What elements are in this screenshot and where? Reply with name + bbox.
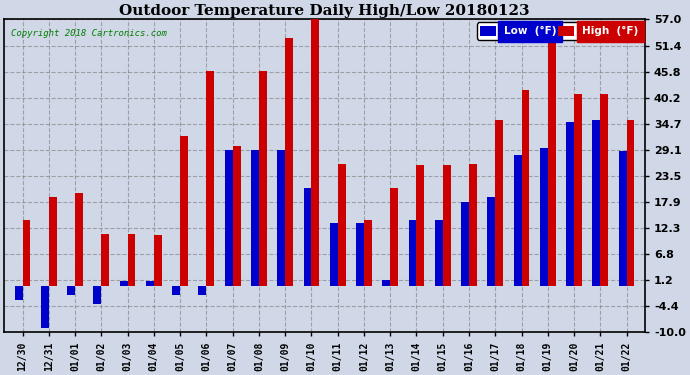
Bar	[259, 71, 267, 286]
Bar	[566, 122, 574, 286]
Bar	[627, 120, 634, 286]
Title: Outdoor Temperature Daily High/Low 20180123: Outdoor Temperature Daily High/Low 20180…	[119, 4, 530, 18]
Bar	[522, 90, 529, 286]
Bar	[548, 36, 555, 286]
Bar	[67, 286, 75, 295]
Bar	[417, 165, 424, 286]
Bar	[337, 164, 346, 286]
Bar	[391, 188, 398, 286]
Bar	[330, 223, 337, 286]
Bar	[277, 150, 285, 286]
Bar	[285, 38, 293, 286]
Bar	[461, 202, 469, 286]
Bar	[41, 286, 49, 328]
Bar	[23, 220, 30, 286]
Bar	[75, 193, 83, 286]
Bar	[311, 20, 319, 286]
Bar	[233, 146, 241, 286]
Legend: Low  (°F), High  (°F): Low (°F), High (°F)	[477, 22, 642, 39]
Bar	[128, 234, 135, 286]
Bar	[364, 220, 372, 286]
Bar	[304, 188, 311, 286]
Bar	[180, 136, 188, 286]
Bar	[146, 282, 154, 286]
Bar	[93, 286, 101, 304]
Bar	[495, 120, 503, 286]
Bar	[172, 286, 180, 295]
Bar	[540, 148, 548, 286]
Bar	[119, 282, 128, 286]
Text: Copyright 2018 Cartronics.com: Copyright 2018 Cartronics.com	[10, 29, 166, 38]
Bar	[574, 94, 582, 286]
Bar	[49, 197, 57, 286]
Bar	[356, 223, 364, 286]
Bar	[593, 120, 600, 286]
Bar	[600, 94, 608, 286]
Bar	[101, 234, 109, 286]
Bar	[251, 150, 259, 286]
Bar	[487, 197, 495, 286]
Bar	[435, 220, 443, 286]
Bar	[206, 71, 215, 286]
Bar	[443, 165, 451, 286]
Bar	[14, 286, 23, 300]
Bar	[513, 155, 522, 286]
Bar	[225, 150, 233, 286]
Bar	[408, 220, 417, 286]
Bar	[382, 280, 391, 286]
Bar	[469, 164, 477, 286]
Bar	[619, 151, 627, 286]
Bar	[199, 286, 206, 295]
Bar	[154, 235, 161, 286]
